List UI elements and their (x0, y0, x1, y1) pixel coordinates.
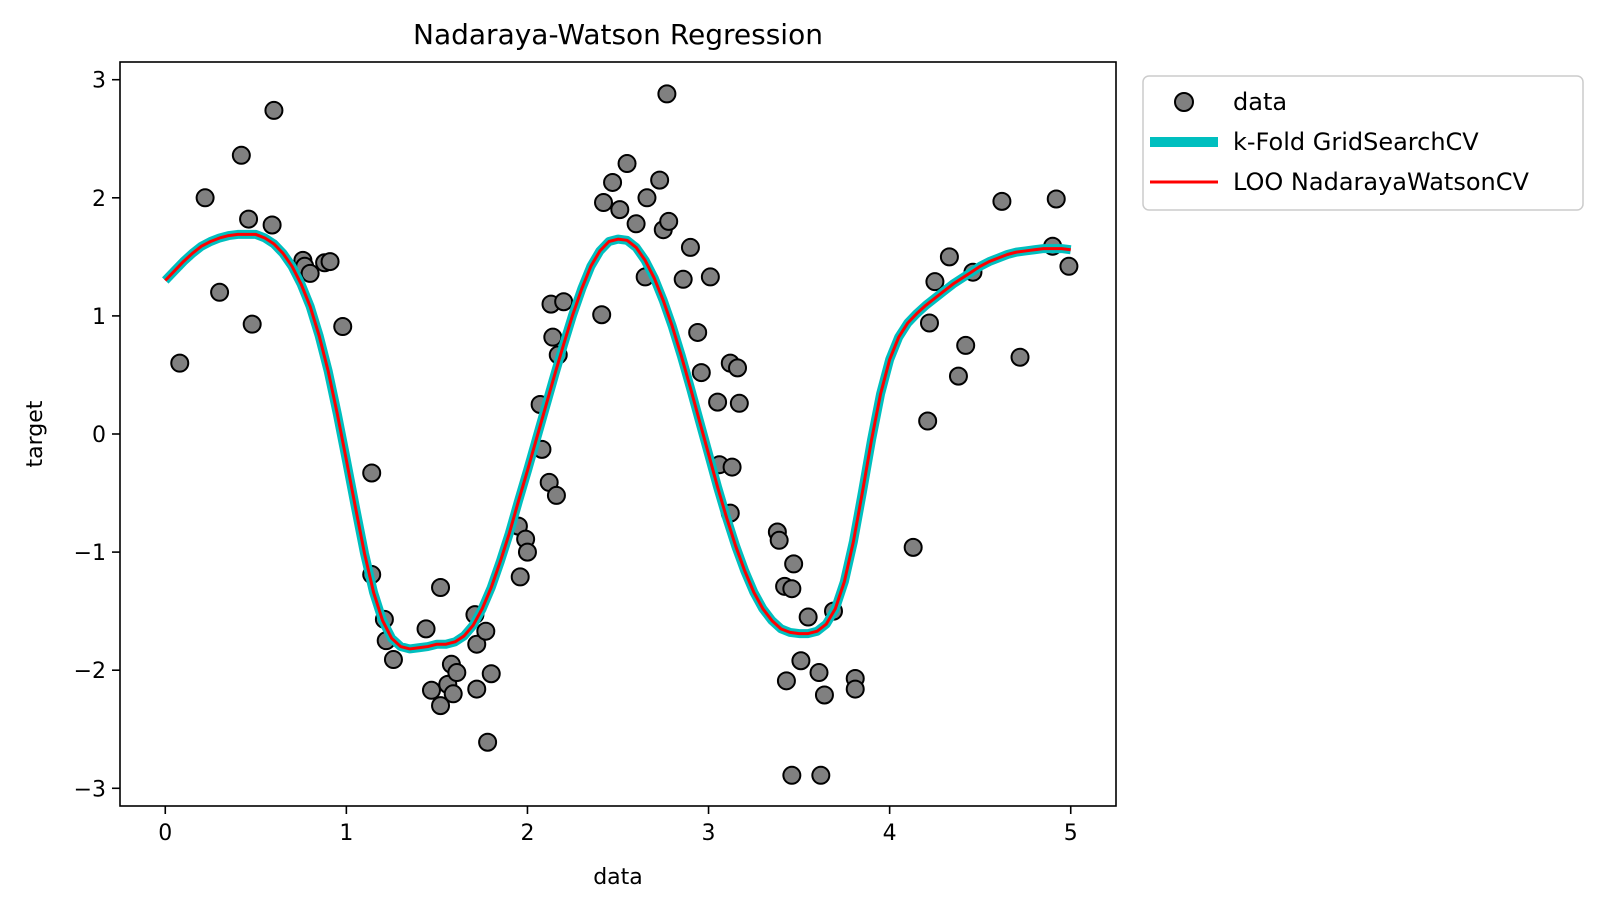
scatter-point (592, 305, 612, 325)
scatter-point (383, 650, 403, 670)
chart-title: Nadaraya-Watson Regression (413, 18, 823, 51)
scatter-point (708, 392, 728, 412)
scatter-point (1046, 189, 1066, 209)
scatter-point (517, 542, 537, 562)
scatter-point (728, 358, 748, 378)
scatter-point (680, 237, 700, 257)
scatter-point (543, 327, 563, 347)
loo-nadarayawatsoncv-line (164, 232, 1071, 651)
scatter-point (659, 211, 679, 231)
scatter-point (546, 485, 566, 505)
scatter-point (195, 188, 215, 208)
scatter-point (776, 671, 796, 691)
scatter-point (722, 457, 742, 477)
scatter-point (782, 765, 802, 785)
scatter-point (603, 172, 623, 192)
x-tick-label: 1 (339, 821, 353, 846)
y-tick-label: −2 (74, 659, 106, 684)
legend-label-kfold: k-Fold GridSearchCV (1233, 128, 1479, 156)
scatter-point (798, 607, 818, 627)
scatter-point (956, 335, 976, 355)
scatter-point (262, 215, 282, 235)
scatter-point (809, 663, 829, 683)
plot-area: 0 1 2 3 4 5 −3 −2 −1 0 1 2 3 (74, 61, 1117, 846)
scatter-point (510, 567, 530, 587)
scatter-point (918, 411, 938, 431)
scatter-series (170, 84, 1079, 785)
scatter-point (673, 269, 693, 289)
scatter-point (729, 393, 749, 413)
scatter-point (594, 193, 614, 213)
legend: data k-Fold GridSearchCV LOO NadarayaWat… (1142, 75, 1584, 211)
scatter-point (320, 252, 340, 272)
y-axis-label: target (23, 400, 48, 467)
x-tick-label: 2 (520, 821, 534, 846)
scatter-point (264, 100, 284, 120)
scatter-point (814, 685, 834, 705)
scatter-point (416, 619, 436, 639)
scatter-point (650, 170, 670, 190)
regression-lines (162, 229, 1072, 654)
y-tick-label: 3 (92, 69, 106, 94)
scatter-point (554, 292, 574, 312)
scatter-point (210, 282, 230, 302)
legend-box (1142, 75, 1584, 211)
scatter-point (919, 313, 939, 333)
scatter-point (476, 621, 496, 641)
scatter-point (231, 145, 251, 165)
scatter-point (903, 537, 923, 557)
y-tick-label: −1 (74, 541, 106, 566)
scatter-point (845, 679, 865, 699)
scatter-point (1059, 256, 1079, 276)
x-tick-label: 4 (883, 821, 897, 846)
scatter-point (239, 209, 259, 229)
scatter-point (791, 651, 811, 671)
legend-label-loo: LOO NadarayaWatsonCV (1233, 168, 1529, 196)
scatter-point (610, 200, 630, 220)
scatter-point (478, 732, 498, 752)
y-tick-label: 1 (92, 305, 106, 330)
scatter-point (362, 463, 382, 483)
scatter-point (925, 272, 945, 292)
scatter-point (467, 679, 487, 699)
scatter-point (939, 247, 959, 267)
scatter-point (242, 314, 262, 334)
scatter-point (1010, 347, 1030, 367)
scatter-point (691, 363, 711, 383)
scatter-point (637, 188, 657, 208)
scatter-point (467, 634, 487, 654)
x-tick-label: 5 (1064, 821, 1078, 846)
scatter-point (481, 664, 501, 684)
scatter-point (300, 263, 320, 283)
legend-marker-data (1174, 92, 1194, 112)
scatter-point (688, 322, 708, 342)
scatter-point (784, 554, 804, 574)
axis-ticks: 0 1 2 3 4 5 −3 −2 −1 0 1 2 3 (74, 69, 1078, 846)
scatter-point (992, 191, 1012, 211)
axes-frame (119, 61, 1117, 807)
scatter-point (948, 366, 968, 386)
scatter-point (811, 765, 831, 785)
scatter-point (431, 578, 451, 598)
y-tick-label: 2 (92, 187, 106, 212)
scatter-point (447, 663, 467, 683)
scatter-point (769, 530, 789, 550)
scatter-point (782, 579, 802, 599)
scatter-point (617, 154, 637, 174)
x-axis-label: data (593, 865, 643, 890)
scatter-point (626, 214, 646, 234)
x-tick-label: 3 (702, 821, 716, 846)
y-tick-label: −3 (74, 777, 106, 802)
legend-label-data: data (1233, 88, 1287, 116)
scatter-point (443, 684, 463, 704)
scatter-point (657, 84, 677, 104)
y-tick-label: 0 (92, 423, 106, 448)
scatter-point (421, 680, 441, 700)
scatter-point (431, 696, 451, 716)
x-tick-label: 0 (158, 821, 172, 846)
scatter-point (700, 267, 720, 287)
scatter-point (170, 353, 190, 373)
scatter-point (333, 317, 353, 337)
